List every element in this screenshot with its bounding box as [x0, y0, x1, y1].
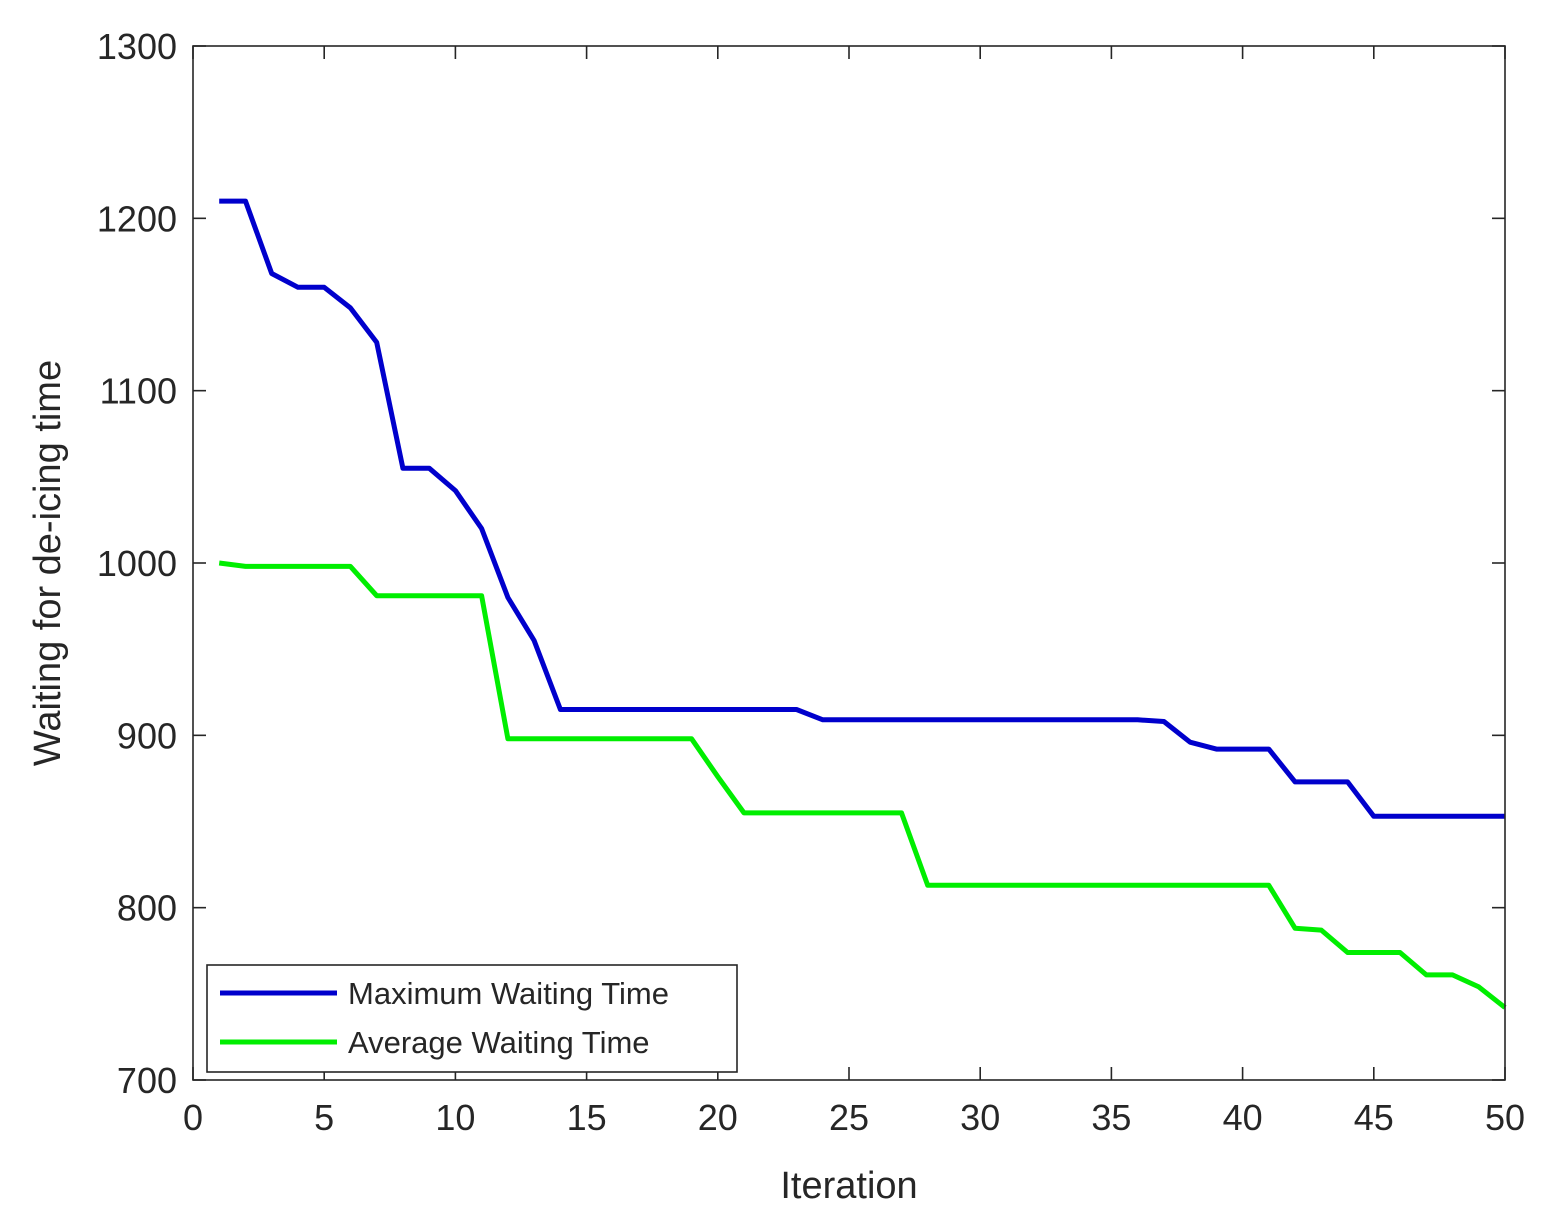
x-tick-label: 50 — [1485, 1097, 1525, 1138]
x-tick-label: 30 — [960, 1097, 1000, 1138]
y-tick-label: 1300 — [97, 26, 177, 67]
series-layer — [218, 198, 1507, 1010]
x-tick-label: 20 — [698, 1097, 738, 1138]
series-line-maximum — [219, 198, 1505, 819]
ticks-layer: 0 5 10 15 20 25 30 35 40 45 50 700 800 900 1000 1100 120… — [97, 26, 1525, 1138]
y-tick-label: 700 — [117, 1060, 177, 1101]
x-tick-label: 10 — [435, 1097, 475, 1138]
x-tick-label: 45 — [1354, 1097, 1394, 1138]
legend: Maximum Waiting Time Average Waiting Tim… — [206, 964, 738, 1073]
x-axis-title: Iteration — [780, 1165, 917, 1207]
y-tick-label: 1200 — [97, 198, 177, 239]
x-tick-label: 40 — [1223, 1097, 1263, 1138]
x-tick-label: 15 — [567, 1097, 607, 1138]
y-axis-title: Waiting for de-icing time — [27, 360, 69, 766]
legend-label-maximum: Maximum Waiting Time — [348, 976, 669, 1011]
x-tick-label: 25 — [829, 1097, 869, 1138]
x-tick-label: 5 — [314, 1097, 334, 1138]
y-tick-label: 1000 — [97, 543, 177, 584]
y-tick-label: 1100 — [100, 371, 177, 412]
series-line-average — [218, 560, 1507, 1010]
y-tick-label: 900 — [117, 715, 177, 756]
legend-label-average: Average Waiting Time — [348, 1025, 650, 1060]
plot-area — [193, 46, 1505, 1080]
legend-box — [206, 964, 738, 1073]
x-tick-label: 35 — [1091, 1097, 1131, 1138]
x-tick-label: 0 — [183, 1097, 203, 1138]
y-tick-label: 800 — [117, 888, 177, 929]
